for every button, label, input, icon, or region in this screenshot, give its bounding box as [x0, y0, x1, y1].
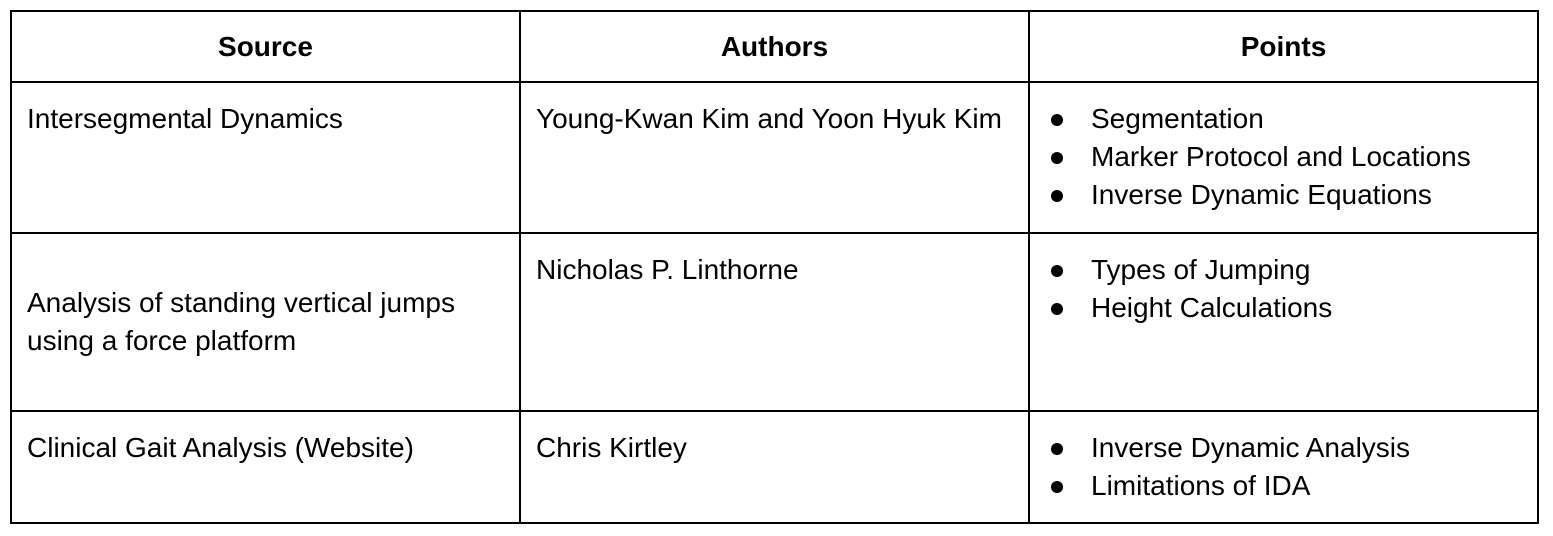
list-item: Types of Jumping: [1045, 251, 1522, 289]
header-authors: Authors: [519, 10, 1030, 83]
list-item: Marker Protocol and Locations: [1045, 138, 1522, 176]
list-item: Segmentation: [1045, 100, 1522, 138]
point-text: Height Calculations: [1091, 292, 1333, 323]
bullet-icon: [1051, 190, 1063, 202]
points-cell: Segmentation Marker Protocol and Locatio…: [1028, 81, 1539, 234]
points-cell: Inverse Dynamic Analysis Limitations of …: [1028, 410, 1539, 524]
point-text: Segmentation: [1091, 103, 1264, 134]
point-text: Limitations of IDA: [1091, 470, 1311, 501]
source-cell: Intersegmental Dynamics: [10, 81, 521, 234]
header-row: Source Authors Points: [10, 10, 1539, 83]
table-row: Analysis of standing vertical jumps usin…: [10, 232, 1539, 412]
authors-cell: Nicholas P. Linthorne: [519, 232, 1030, 412]
points-list: Types of Jumping Height Calculations: [1045, 251, 1522, 327]
list-item: Inverse Dynamic Equations: [1045, 176, 1522, 214]
bullet-icon: [1051, 265, 1063, 277]
bullet-icon: [1051, 303, 1063, 315]
sources-table: Source Authors Points Intersegmental Dyn…: [10, 10, 1539, 524]
authors-cell: Chris Kirtley: [519, 410, 1030, 524]
table-row: Intersegmental Dynamics Young-Kwan Kim a…: [10, 81, 1539, 234]
point-text: Inverse Dynamic Analysis: [1091, 432, 1411, 463]
bullet-icon: [1051, 481, 1063, 493]
list-item: Inverse Dynamic Analysis: [1045, 429, 1522, 467]
points-list: Inverse Dynamic Analysis Limitations of …: [1045, 429, 1522, 505]
bullet-icon: [1051, 443, 1063, 455]
point-text: Inverse Dynamic Equations: [1091, 179, 1432, 210]
point-text: Marker Protocol and Locations: [1091, 141, 1471, 172]
list-item: Limitations of IDA: [1045, 467, 1522, 505]
table-row: Clinical Gait Analysis (Website) Chris K…: [10, 410, 1539, 524]
bullet-icon: [1051, 152, 1063, 164]
list-item: Height Calculations: [1045, 289, 1522, 327]
source-cell: Analysis of standing vertical jumps usin…: [10, 232, 521, 412]
header-source: Source: [10, 10, 521, 83]
points-cell: Types of Jumping Height Calculations: [1028, 232, 1539, 412]
source-cell: Clinical Gait Analysis (Website): [10, 410, 521, 524]
point-text: Types of Jumping: [1091, 254, 1311, 285]
header-points: Points: [1028, 10, 1539, 83]
bullet-icon: [1051, 114, 1063, 126]
points-list: Segmentation Marker Protocol and Locatio…: [1045, 100, 1522, 214]
authors-cell: Young-Kwan Kim and Yoon Hyuk Kim: [519, 81, 1030, 234]
